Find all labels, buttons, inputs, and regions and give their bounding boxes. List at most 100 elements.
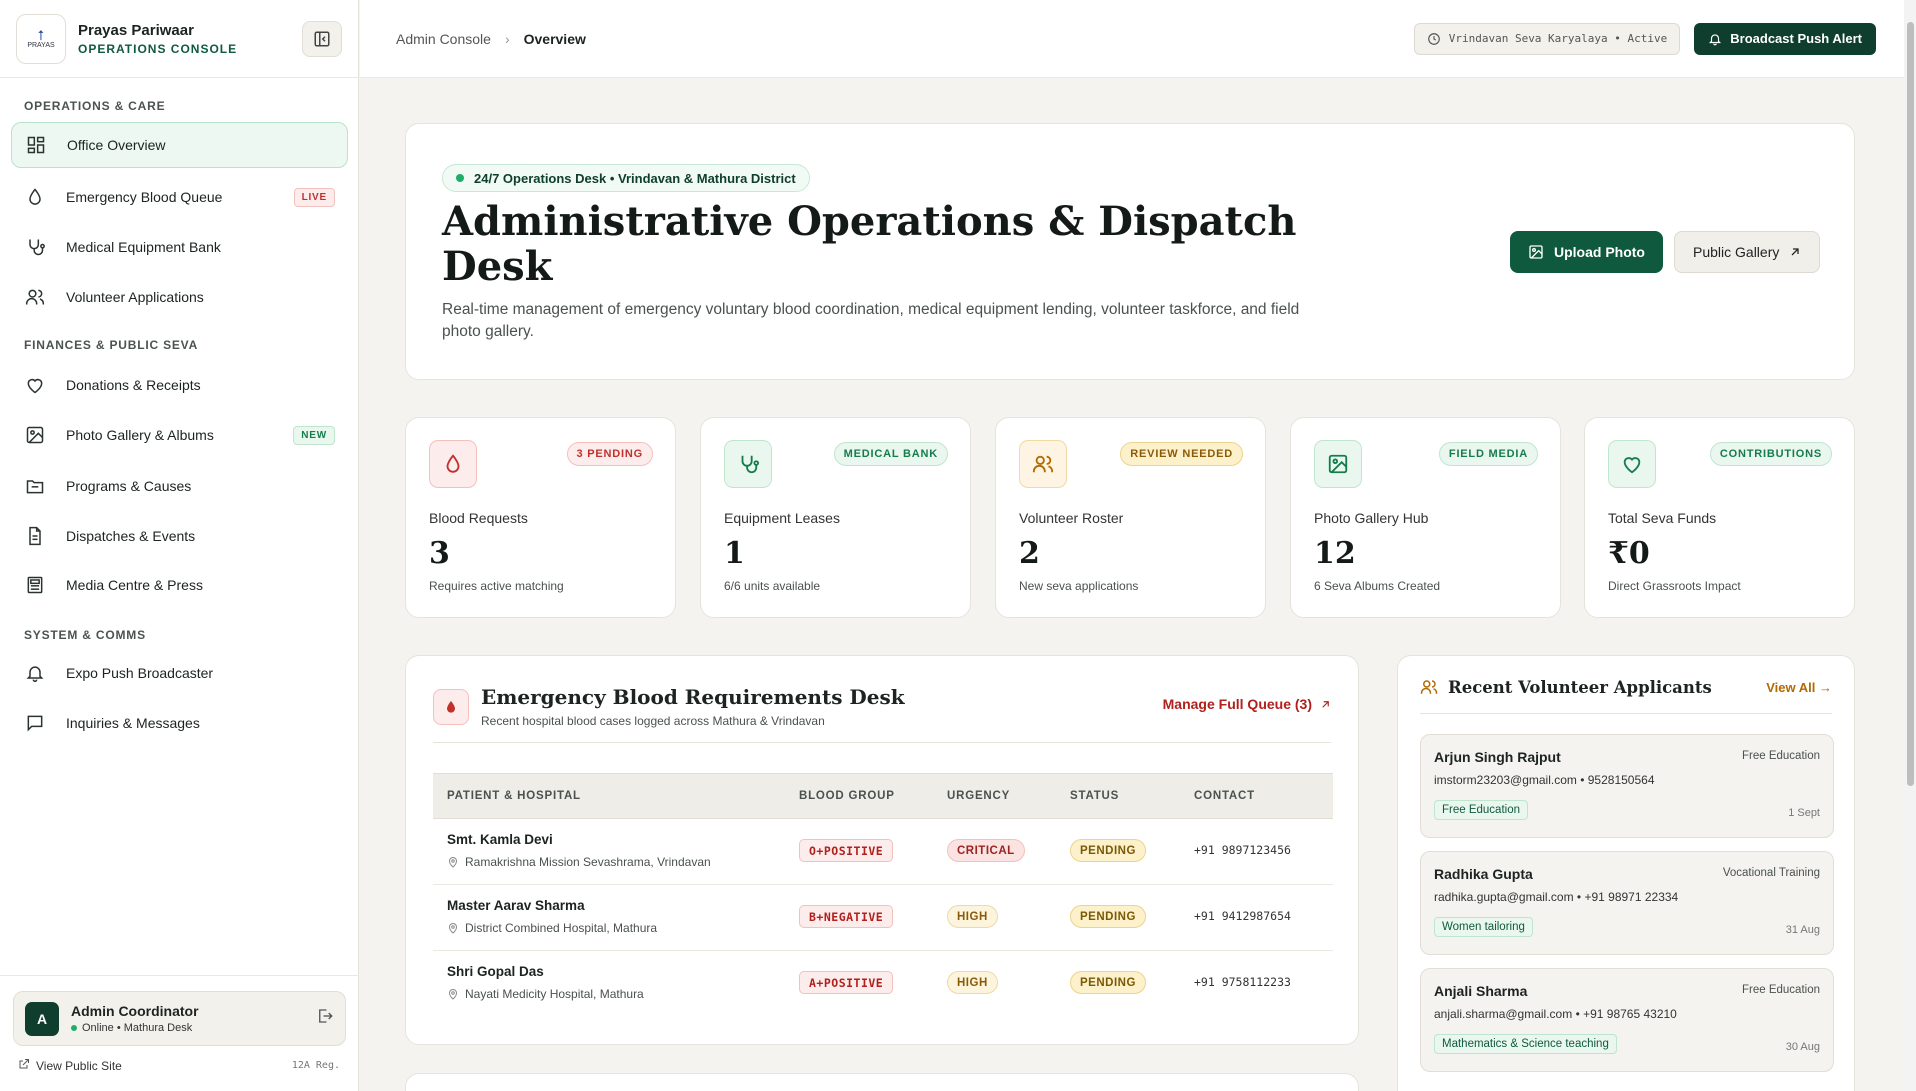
map-pin-icon: [448, 989, 458, 1000]
scrollbar-thumb[interactable]: [1907, 22, 1914, 786]
sidebar-item-label: Medical Equipment Bank: [66, 239, 221, 255]
stat-subtext: 6/6 units available: [724, 579, 821, 593]
status-badge: PENDING: [1070, 839, 1146, 862]
stat-subtext: Direct Grassroots Impact: [1608, 579, 1741, 593]
document-icon: [24, 525, 46, 547]
blood-group-badge: B+NEGATIVE: [799, 905, 894, 928]
volunteer-card[interactable]: Anjali Sharma Free Education anjali.shar…: [1420, 968, 1834, 1072]
sidebar-divider: [0, 975, 359, 976]
view-all-link[interactable]: View All →: [1766, 680, 1832, 695]
volunteer-card[interactable]: Arjun Singh Rajput Free Education imstor…: [1420, 734, 1834, 838]
sidebar-item-donations[interactable]: Donations & Receipts: [11, 362, 348, 408]
stat-subtext: Requires active matching: [429, 579, 564, 593]
image-icon: [1529, 245, 1543, 259]
public-gallery-button[interactable]: Public Gallery: [1674, 231, 1821, 273]
stat-value: 12: [1314, 536, 1356, 571]
stat-subtext: New seva applications: [1019, 579, 1139, 593]
grid-icon: [25, 134, 47, 156]
folder-icon: [24, 475, 46, 497]
sidebar-footer: View Public Site 12A Reg.: [18, 1058, 340, 1073]
stat-card-blood-requests[interactable]: 3 PENDING Blood Requests 3 Requires acti…: [405, 417, 676, 618]
upload-photo-button[interactable]: Upload Photo: [1510, 231, 1663, 273]
contact-number[interactable]: +91 9412987654: [1194, 909, 1291, 923]
stat-card-equipment-leases[interactable]: MEDICAL BANK Equipment Leases 1 6/6 unit…: [700, 417, 971, 618]
volunteer-interest-tag: Free Education: [1434, 800, 1528, 820]
users-icon: [1019, 440, 1067, 488]
field-media-badge: FIELD MEDIA: [1438, 442, 1538, 466]
blood-group-badge: A+POSITIVE: [799, 971, 894, 994]
sidebar-item-push-broadcaster[interactable]: Expo Push Broadcaster: [11, 650, 348, 696]
medical-bank-badge: MEDICAL BANK: [833, 442, 948, 466]
volunteer-date: 30 Aug: [1785, 1041, 1820, 1053]
volunteer-card[interactable]: Radhika Gupta Vocational Training radhik…: [1420, 851, 1834, 955]
patient-name: Master Aarav Sharma: [447, 898, 585, 913]
volunteer-interest-tag: Women tailoring: [1434, 917, 1533, 937]
manage-full-queue-link[interactable]: Manage Full Queue (3): [1163, 696, 1331, 712]
sidebar-item-medical-equipment[interactable]: Medical Equipment Bank: [11, 224, 348, 270]
sidebar-item-blood-queue[interactable]: Emergency Blood Queue LIVE: [11, 174, 348, 220]
volunteer-name: Arjun Singh Rajput: [1434, 749, 1561, 765]
stethoscope-icon: [724, 440, 772, 488]
stat-card-seva-funds[interactable]: CONTRIBUTIONS Total Seva Funds ₹0 Direct…: [1584, 417, 1855, 618]
table-row[interactable]: Master Aarav Sharma District Combined Ho…: [433, 885, 1333, 951]
stat-card-volunteer-roster[interactable]: REVIEW NEEDED Volunteer Roster 2 New sev…: [995, 417, 1266, 618]
page-scrollbar[interactable]: [1904, 0, 1916, 1091]
urgency-badge: HIGH: [947, 971, 998, 994]
volunteer-name: Anjali Sharma: [1434, 983, 1528, 999]
blood-group-badge: O+POSITIVE: [799, 839, 894, 862]
sidebar-item-volunteers[interactable]: Volunteer Applications: [11, 274, 348, 320]
sidebar-item-label: Inquiries & Messages: [66, 715, 200, 731]
sidebar-collapse-button[interactable]: [302, 20, 342, 57]
hero-card: 24/7 Operations Desk • Vrindavan & Mathu…: [405, 123, 1855, 380]
logout-icon[interactable]: [316, 1007, 334, 1030]
heart-icon: [24, 374, 46, 396]
sidebar-item-label: Programs & Causes: [66, 478, 192, 494]
sidebar-item-photo-gallery[interactable]: Photo Gallery & Albums NEW: [11, 412, 348, 458]
stat-label: Volunteer Roster: [1019, 510, 1124, 526]
stat-label: Total Seva Funds: [1608, 510, 1717, 526]
nav-section-system: SYSTEM & COMMS: [24, 628, 146, 642]
volunteer-date: 31 Aug: [1785, 924, 1820, 936]
panel-title: Recent Volunteer Applicants: [1448, 678, 1712, 697]
stat-card-photo-gallery[interactable]: FIELD MEDIA Photo Gallery Hub 12 6 Seva …: [1290, 417, 1561, 618]
image-icon: [1314, 440, 1362, 488]
avatar: A: [25, 1001, 59, 1036]
chevron-right-icon: ›: [504, 30, 510, 47]
brand-header: ⭡ PRAYAS Prayas Pariwaar OPERATIONS CONS…: [0, 0, 358, 78]
sidebar-item-office-overview[interactable]: Office Overview: [11, 122, 348, 168]
stat-subtext: 6 Seva Albums Created: [1314, 579, 1441, 593]
live-badge: LIVE: [293, 187, 335, 207]
broadcast-push-alert-button[interactable]: Broadcast Push Alert: [1694, 22, 1876, 55]
patient-name: Smt. Kamla Devi: [447, 832, 553, 847]
bell-icon: [24, 662, 46, 684]
topbar: Admin Console › Overview Vrindavan Seva …: [360, 0, 1916, 78]
page-title: Administrative Operations & Dispatch Des…: [442, 198, 1297, 290]
sidebar-item-label: Office Overview: [67, 137, 166, 153]
sidebar-item-label: Emergency Blood Queue: [66, 189, 223, 205]
message-icon: [24, 712, 46, 734]
sidebar-item-label: Volunteer Applications: [66, 289, 204, 305]
sidebar-item-programs[interactable]: Programs & Causes: [11, 463, 348, 509]
contact-number[interactable]: +91 9897123456: [1194, 843, 1291, 857]
brand-subtitle: OPERATIONS CONSOLE: [78, 41, 238, 56]
volunteer-applicants-panel: Recent Volunteer Applicants View All → A…: [1397, 655, 1855, 1091]
sidebar-item-inquiries[interactable]: Inquiries & Messages: [11, 700, 348, 746]
brand-name: Prayas Pariwaar: [78, 21, 194, 39]
contact-number[interactable]: +91 9758112233: [1194, 975, 1291, 989]
patient-name: Shri Gopal Das: [447, 964, 544, 979]
nav-section-operations: OPERATIONS & CARE: [24, 99, 166, 113]
status-dot: [456, 174, 464, 182]
brand-logo[interactable]: ⭡ PRAYAS: [16, 13, 66, 64]
operations-desk-chip: 24/7 Operations Desk • Vrindavan & Mathu…: [442, 164, 810, 192]
table-row[interactable]: Smt. Kamla Devi Ramakrishna Mission Seva…: [433, 819, 1333, 885]
volunteer-contact: anjali.sharma@gmail.com • +91 98765 4321…: [1434, 1007, 1677, 1021]
sidebar-item-media-centre[interactable]: Media Centre & Press: [11, 562, 348, 608]
breadcrumb-admin-console[interactable]: Admin Console: [396, 30, 491, 47]
view-public-site-link[interactable]: View Public Site: [36, 1058, 122, 1073]
newspaper-icon: [24, 574, 46, 596]
map-pin-icon: [448, 857, 458, 868]
table-row[interactable]: Shri Gopal Das Nayati Medicity Hospital,…: [433, 951, 1333, 1017]
stat-value: 2: [1019, 536, 1040, 571]
stat-label: Blood Requests: [429, 510, 528, 526]
sidebar-item-dispatches[interactable]: Dispatches & Events: [11, 513, 348, 559]
